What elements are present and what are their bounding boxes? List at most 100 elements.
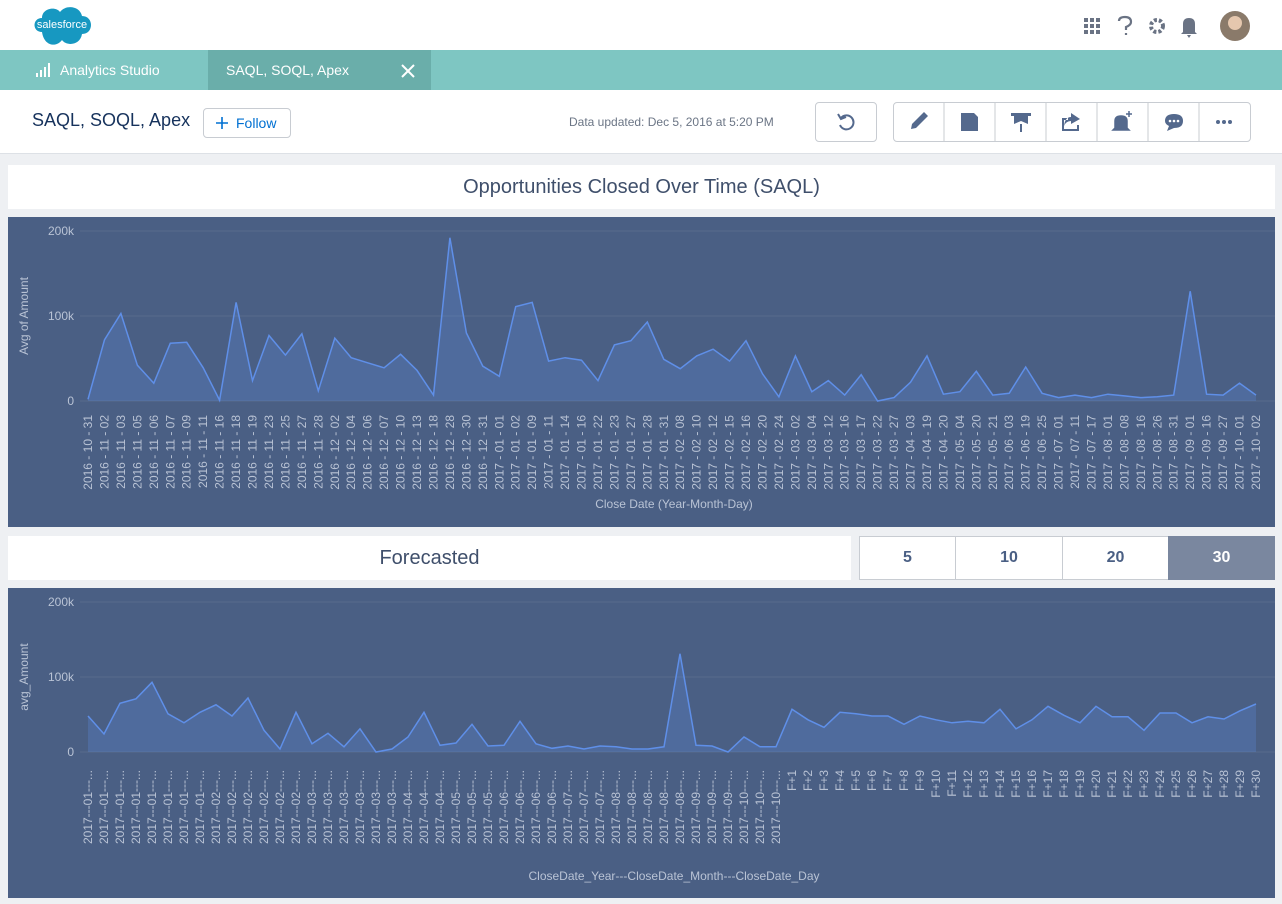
close-tab[interactable] [400, 63, 416, 79]
x-tick-label: 2016 - 12 - 30 [459, 415, 473, 490]
global-header: salesforce [0, 0, 1282, 50]
x-tick-label: F+7 [881, 770, 895, 791]
x-tick-label: 2016 - 11 - 25 [278, 415, 292, 489]
x-tick-label: 2017---10---... [769, 770, 783, 844]
x-tick-label: 2017---02---... [241, 770, 255, 844]
x-tick-label: 2017---01---... [81, 770, 95, 844]
x-tick-label: 2017 - 01 - 02 [509, 415, 523, 490]
x-tick-label: 2016 - 12 - 10 [394, 415, 408, 490]
x-tick-label: 2017 - 01 - 11 [542, 415, 556, 489]
x-tick-label: 2017 - 05 - 04 [953, 415, 967, 490]
x-tick-label: 2017 - 01 - 27 [624, 415, 638, 490]
x-tick-label: 2017 - 03 - 04 [805, 415, 819, 490]
x-tick-label: 2017---08---... [625, 770, 639, 844]
line [87, 653, 1257, 753]
tab[interactable]: Analytics Studio [60, 62, 160, 78]
x-tick-label: 2017---03---... [353, 770, 367, 844]
x-tick-label: 2016 - 11 - 27 [295, 415, 309, 489]
x-axis-title: CloseDate_Year---CloseDate_Month---Close… [528, 869, 819, 883]
x-tick-label: 2017 - 01 - 23 [607, 415, 621, 490]
x-tick-label: 2016 - 11 - 03 [114, 415, 128, 489]
save-icon[interactable] [961, 113, 978, 131]
x-tick-label: 2017 - 06 - 25 [1035, 415, 1049, 490]
x-tick-label: 2017---07---... [577, 770, 591, 844]
y-tick-label: 200k [48, 595, 75, 609]
more-icon[interactable] [1216, 120, 1220, 124]
x-tick-label: 2016 - 11 - 28 [311, 415, 325, 489]
x-tick-label: 2016 - 12 - 04 [344, 415, 358, 490]
x-tick-label: 2017 - 02 - 24 [772, 415, 786, 490]
x-tick-label: 2017---01---... [97, 770, 111, 844]
x-tick-label: 2017 - 05 - 21 [986, 415, 1000, 490]
y-tick-label: 200k [48, 224, 75, 238]
x-tick-label: 2017---05---... [465, 770, 479, 844]
x-axis-title: Close Date (Year-Month-Day) [595, 497, 753, 511]
x-tick-label: 2016 - 11 - 16 [213, 415, 227, 489]
x-tick-label: 2016 - 11 - 02 [97, 415, 111, 489]
x-tick-label: 2017---06---... [497, 770, 511, 844]
edit-icon[interactable] [911, 112, 928, 129]
x-tick-label: 2017---08---... [657, 770, 671, 844]
x-tick-label: 2016 - 11 - 11 [196, 415, 210, 488]
y-tick-label: 0 [67, 745, 74, 759]
x-tick-label: 2017 - 08 - 08 [1117, 415, 1131, 490]
x-tick-label: 2017---06---... [513, 770, 527, 844]
notification-icon[interactable] [1181, 18, 1197, 38]
x-tick-label: 2017 - 04 - 20 [936, 415, 950, 490]
settings-icon[interactable] [1149, 18, 1165, 34]
forecast-button[interactable]: 10 [955, 536, 1063, 580]
y-tick-label: 0 [67, 394, 74, 408]
x-tick-label: 2017 - 06 - 03 [1002, 415, 1016, 490]
x-tick-label: 2017---02---... [209, 770, 223, 844]
x-tick-label: 2017---10---... [753, 770, 767, 844]
x-tick-label: F+21 [1105, 770, 1119, 798]
forecast-button[interactable]: 5 [859, 536, 956, 580]
app-launcher[interactable] [1084, 18, 1100, 34]
x-tick-label: 2016 - 11 - 18 [229, 415, 243, 489]
logo-text: salesforce [37, 19, 87, 31]
x-tick-label: F+10 [929, 770, 943, 798]
x-tick-label: 2017 - 03 - 12 [821, 415, 835, 490]
x-tick-label: 2016 - 10 - 31 [81, 415, 95, 490]
forecast-button[interactable]: 30 [1168, 536, 1275, 580]
x-tick-label: 2017---08---... [673, 770, 687, 844]
present-icon[interactable] [1011, 113, 1031, 132]
x-tick-label: 2017 - 03 - 16 [838, 415, 852, 490]
x-tick-label: 2016 - 12 - 02 [328, 415, 342, 490]
undo-button[interactable] [815, 102, 877, 142]
tab-active[interactable]: SAQL, SOQL, Apex [208, 50, 431, 90]
x-tick-label: 2017---06---... [545, 770, 559, 844]
x-tick-label: 2017 - 02 - 20 [755, 415, 769, 490]
logo[interactable]: salesforce [30, 2, 96, 50]
x-tick-label: F+20 [1089, 770, 1103, 798]
x-tick-label: 2017---01---... [177, 770, 191, 844]
x-tick-label: 2017 - 02 - 12 [706, 415, 720, 490]
x-tick-label: 2017 - 09 - 16 [1200, 415, 1214, 490]
x-tick-label: F+15 [1009, 770, 1023, 798]
x-tick-label: 2017---03---... [369, 770, 383, 844]
notify-icon[interactable] [1111, 111, 1132, 131]
x-tick-label: 2017 - 03 - 27 [887, 415, 901, 490]
x-tick-label: F+28 [1217, 770, 1231, 798]
x-tick-label: 2017---04---... [401, 770, 415, 844]
x-tick-label: 2017---07---... [561, 770, 575, 844]
x-tick-label: 2016 - 11 - 19 [246, 415, 260, 489]
x-tick-label: 2016 - 12 - 18 [426, 415, 440, 490]
x-tick-label: 2017---04---... [417, 770, 431, 844]
share-icon[interactable] [1062, 113, 1080, 131]
x-tick-label: 2017---03---... [337, 770, 351, 844]
x-tick-label: 2017---02---... [225, 770, 239, 844]
x-tick-label: 2017 - 01 - 01 [492, 415, 506, 490]
chart-title: Opportunities Closed Over Time (SAQL) [8, 165, 1275, 209]
x-tick-label: 2017 - 02 - 16 [739, 415, 753, 490]
x-tick-label: F+18 [1057, 770, 1071, 798]
comment-icon[interactable] [1165, 114, 1183, 131]
x-tick-label: 2017 - 08 - 26 [1150, 415, 1164, 490]
help-icon[interactable] [1117, 15, 1133, 35]
x-tick-label: 2017 - 07 - 11 [1068, 415, 1082, 489]
forecast-button[interactable]: 20 [1062, 536, 1169, 580]
avatar-face [1228, 16, 1242, 30]
tab-bar: Analytics Studio SAQL, SOQL, Apex [0, 50, 1282, 90]
